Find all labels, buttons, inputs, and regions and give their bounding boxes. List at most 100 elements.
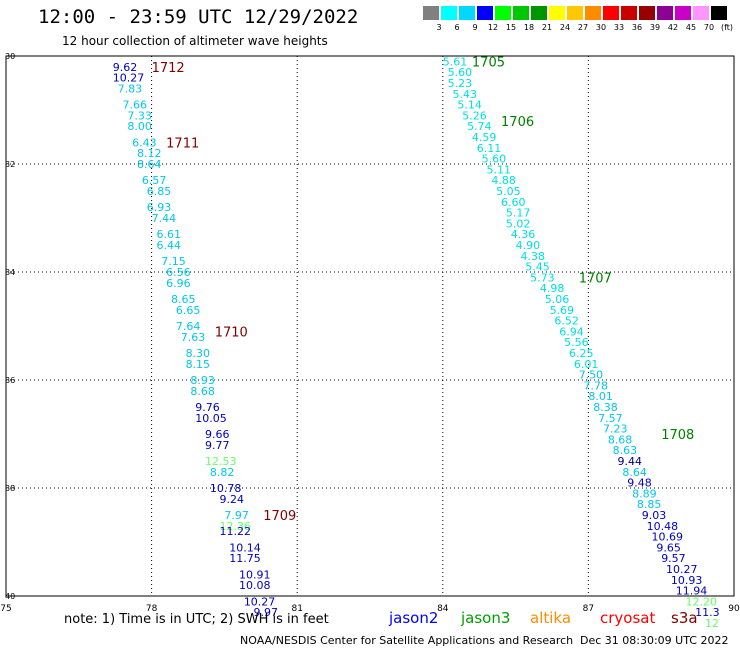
legend-swatch [459,6,475,20]
legend-swatch [639,6,655,20]
wave-height-value: 8.68 [608,433,633,446]
wave-height-value: 8.00 [127,120,152,133]
legend-label: 12 [487,23,499,32]
wave-height-value: 5.11 [486,163,511,176]
lat-tick-label: 30 [5,52,15,61]
wave-height-value: 10.27 [666,563,698,576]
map-subtitle: 12 hour collection of altimeter wave hei… [62,34,328,48]
wave-height-value: 10.27 [244,595,276,608]
wave-height-value: 9.97 [254,606,279,619]
wave-height-value: 11.94 [676,585,708,598]
legend-label: 27 [577,23,589,32]
wave-height-value: 11.3 [695,606,720,619]
legend-swatch [657,6,673,20]
legend-label: 33 [613,23,625,32]
wave-height-value: 8.30 [186,347,211,360]
wave-height-value: 6.93 [147,201,172,214]
wave-height-value: 10.27 [113,72,145,85]
legend-label: 39 [649,23,661,32]
footer-timestamp: Dec 31 08:30:09 UTC 2022 [580,634,729,647]
wave-height-value: 10.93 [671,574,703,587]
wave-height-value: 6.52 [554,315,579,328]
wave-height-value: 8.65 [171,293,196,306]
pass-time-label: 1712 [152,61,185,76]
legend-swatch [423,6,439,20]
legend-label: 24 [559,23,571,32]
wave-height-value: 8.82 [210,466,235,479]
wave-height-value: 6.61 [156,228,181,241]
wave-height-value: 8.63 [613,444,638,457]
wave-height-value: 8.85 [637,498,662,511]
pass-time-label: 1707 [579,271,612,286]
lon-tick-label: 87 [583,604,594,614]
wave-height-value: 7.15 [161,255,186,268]
wave-height-value: 10.78 [210,482,242,495]
pass-time-label: 1705 [472,55,505,70]
lon-tick-label: 75 [0,604,11,614]
legend-swatch [693,6,709,20]
wave-height-value: 7.44 [152,212,177,225]
wave-height-value: 11.22 [220,525,252,538]
wave-height-value: 5.61 [443,55,468,68]
wave-height-value: 4.98 [540,282,565,295]
satellite-legend-item: jason3 [461,609,511,627]
legend-label: (ft) [720,23,734,32]
wave-height-value: 8.15 [186,358,211,371]
wave-height-value: 12.36 [220,520,252,533]
wave-height-value: 9.77 [205,439,230,452]
legend-swatch [603,6,619,20]
wave-height-value: 7.63 [181,331,206,344]
lon-tick-label: 78 [146,604,158,614]
wave-height-value: 9.57 [661,552,686,565]
legend-swatch [531,6,547,20]
wave-height-value: 10.05 [195,412,227,425]
pass-time-label: 1710 [215,325,248,340]
wave-height-value: 4.38 [520,250,545,263]
wave-height-value: 6.43 [132,136,157,149]
wave-height-value: 12.20 [685,595,717,608]
wave-height-value: 7.78 [584,379,609,392]
wave-height-value: 8.38 [593,401,618,414]
legend-swatch [495,6,511,20]
wave-height-value: 5.05 [496,185,520,198]
wave-height-value: 9.65 [656,541,681,554]
legend-swatch [441,6,457,20]
lat-tick-label: 32 [5,160,15,169]
wave-height-value: 10.91 [239,568,271,581]
lon-tick-label: 81 [291,604,302,614]
lat-tick-label: 40 [5,592,15,601]
wave-height-value: 9.76 [195,401,220,414]
satellite-legend-item: altika [530,609,572,627]
legend-label: 9 [472,23,478,32]
wave-height-value: 5.73 [530,271,555,284]
wave-height-value: 12 [705,617,719,630]
wave-height-value: 5.60 [448,66,473,79]
wave-height-value: 7.57 [598,412,623,425]
pass-time-label: 1706 [501,115,534,130]
wave-height-value: 4.36 [511,228,536,241]
wave-height-value: 12.53 [205,455,237,468]
legend-label: 21 [541,23,553,32]
wave-height-value: 5.45 [525,261,550,274]
wave-height-value: 5.02 [506,217,530,230]
wave-height-value: 4.90 [516,239,541,252]
legend-label: 45 [685,23,697,32]
wave-height-value: 8.01 [588,390,613,403]
wave-height-value: 5.06 [545,293,570,306]
wave-height-value: 5.26 [462,109,487,122]
wave-height-value: 7.66 [122,99,147,112]
wave-height-value: 5.60 [482,153,507,166]
wave-height-value: 6.57 [142,174,167,187]
wave-height-value: 6.60 [501,196,526,209]
satellite-legend-item: cryosat [600,609,656,627]
wave-height-value: 8.64 [622,466,647,479]
wave-height-value: 9.24 [220,493,245,506]
pass-time-label: 1708 [661,428,694,443]
wave-height-value: 5.56 [564,336,589,349]
wave-height-value: 7.50 [579,369,604,382]
legend-label: 42 [667,23,679,32]
lat-tick-label: 34 [5,268,15,277]
wave-height-value: 9.03 [642,509,667,522]
legend-swatch [477,6,493,20]
